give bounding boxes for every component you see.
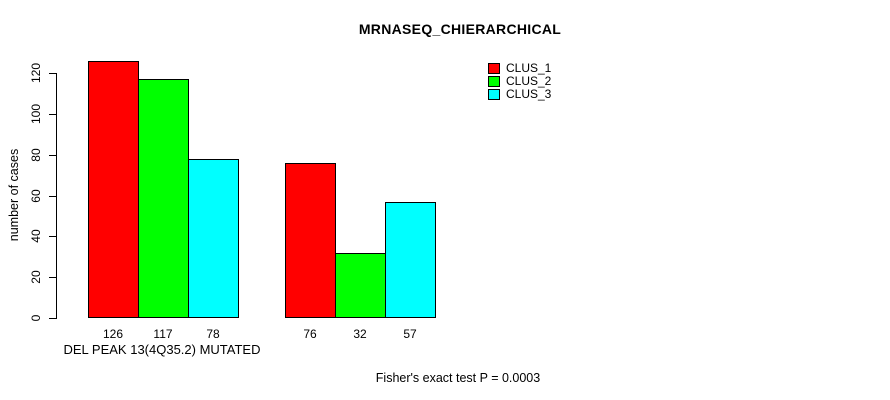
y-axis-tick-label: 100 xyxy=(29,103,43,125)
bar-clus_1-group_2 xyxy=(285,162,336,318)
legend-swatch-icon xyxy=(488,89,500,100)
bar-clus_2-group_2 xyxy=(335,252,386,318)
y-axis-tick-label: 40 xyxy=(29,229,43,244)
legend-label: CLUS_2 xyxy=(506,74,552,88)
y-axis-tick-label: 80 xyxy=(29,148,43,162)
y-axis-tick-label: 120 xyxy=(29,63,43,84)
legend-item-clus_3: CLUS_3 xyxy=(488,88,551,101)
bar-value-label: 126 xyxy=(102,327,124,341)
y-axis-title: number of cases xyxy=(7,148,21,242)
bar-value-label: 57 xyxy=(403,327,417,341)
legend-label: CLUS_1 xyxy=(506,61,552,75)
bar-value-label: 117 xyxy=(153,327,173,341)
bar-clus_3-group_1 xyxy=(188,158,239,318)
legend-item-clus_1: CLUS_1 xyxy=(488,62,551,75)
legend-item-clus_2: CLUS_2 xyxy=(488,75,551,88)
bar-clus_1-group_1 xyxy=(88,60,139,318)
y-axis-tick xyxy=(49,236,56,238)
legend: CLUS_1 CLUS_2 CLUS_3 xyxy=(488,62,551,101)
bar-value-label: 76 xyxy=(303,327,317,341)
y-axis-tick-label: 60 xyxy=(29,188,43,203)
y-axis-tick-label: 0 xyxy=(29,314,43,322)
bar-clus_3-group_2 xyxy=(385,201,436,318)
y-axis-tick xyxy=(49,114,56,115)
bar-value-label: 32 xyxy=(353,327,367,341)
bar-value-label: 78 xyxy=(206,327,220,341)
y-axis-tick xyxy=(49,154,56,156)
y-axis-tick xyxy=(49,318,56,319)
legend-swatch-icon xyxy=(488,76,500,87)
bar-clus_2-group_1 xyxy=(138,79,189,318)
y-axis-line xyxy=(56,73,57,319)
y-axis-tick xyxy=(49,195,56,197)
x-axis-title: DEL PEAK 13(4Q35.2) MUTATED xyxy=(63,342,261,357)
legend-swatch-icon xyxy=(488,63,500,74)
legend-label: CLUS_3 xyxy=(506,87,552,101)
y-axis-tick xyxy=(49,73,56,75)
y-axis-tick xyxy=(49,277,56,279)
statistical-test-note: Fisher's exact test P = 0.0003 xyxy=(375,371,541,385)
y-axis-tick-label: 20 xyxy=(29,270,43,284)
chart-title: MRNASEQ_CHIERARCHICAL xyxy=(358,21,562,37)
